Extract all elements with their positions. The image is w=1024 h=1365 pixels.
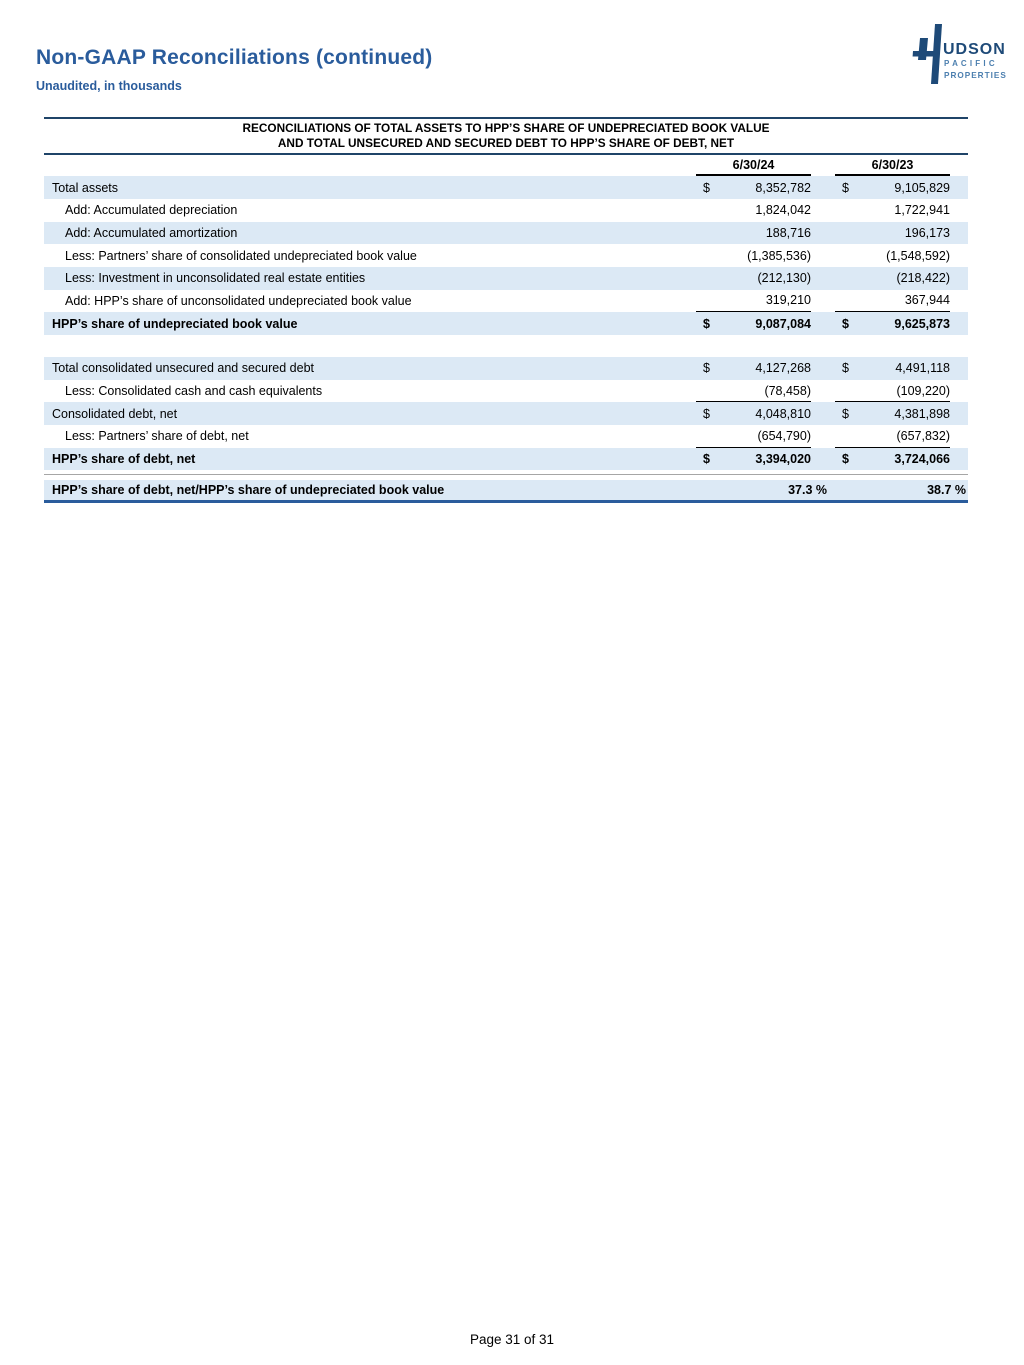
table-title-line1: RECONCILIATIONS OF TOTAL ASSETS TO HPP’S… <box>242 121 770 135</box>
table-row-hpp-share-debt-net-total: HPP’s share of debt, net $3,394,020 $3,7… <box>44 447 968 471</box>
row-label: HPP’s share of debt, net/HPP’s share of … <box>52 483 445 498</box>
row-label: Add: Accumulated depreciation <box>65 203 238 218</box>
value-2024: (212,130) <box>757 271 811 286</box>
ratio-2023: 38.7 % <box>927 483 966 498</box>
currency-symbol: $ <box>842 406 849 421</box>
currency-symbol: $ <box>703 452 710 467</box>
currency-symbol: $ <box>842 452 849 467</box>
company-logo: UDSON P A C I F I C PROPERTIES <box>908 22 1008 88</box>
value-2024: 4,127,268 <box>755 361 811 376</box>
value-2023: 3,724,066 <box>894 452 950 467</box>
table-row-accumulated-depreciation: Add: Accumulated depreciation 1,824,042 … <box>44 199 968 222</box>
value-2023: (218,422) <box>896 271 950 286</box>
table-row-total-consolidated-debt: Total consolidated unsecured and secured… <box>44 357 968 380</box>
value-2023: 367,944 <box>904 293 950 308</box>
document-header: Non-GAAP Reconciliations (continued) Una… <box>36 46 433 93</box>
ratio-2024: 37.3 % <box>788 483 827 498</box>
value-2024: 319,210 <box>765 293 811 308</box>
table-row-hpp-share-undepreciated-total: HPP’s share of undepreciated book value … <box>44 312 968 335</box>
row-label: Less: Partners’ share of consolidated un… <box>65 248 417 263</box>
currency-symbol: $ <box>842 180 849 195</box>
value-2023: (1,548,592) <box>886 248 950 263</box>
row-label: Total consolidated unsecured and secured… <box>52 361 314 376</box>
reconciliation-table: RECONCILIATIONS OF TOTAL ASSETS TO HPP’S… <box>44 117 968 504</box>
table-row-investment-unconsolidated: Less: Investment in unconsolidated real … <box>44 266 968 290</box>
table-row-accumulated-amortization: Add: Accumulated amortization 188,716 19… <box>44 221 968 245</box>
row-label: Consolidated debt, net <box>52 406 178 421</box>
value-2023: 4,381,898 <box>894 406 950 421</box>
row-label: Less: Partners’ share of debt, net <box>65 429 249 444</box>
value-2023: 4,491,118 <box>895 361 950 376</box>
column-header-spacer <box>44 155 696 176</box>
section-gap <box>44 335 968 357</box>
value-2024: 1,824,042 <box>755 203 811 218</box>
table-row-debt-to-book-value-ratio: HPP’s share of debt, net/HPP’s share of … <box>44 480 968 504</box>
page-number: Page 31 of 31 <box>469 1332 555 1347</box>
table-row-hpp-share-unconsolidated: Add: HPP’s share of unconsolidated undep… <box>44 290 968 313</box>
currency-symbol: $ <box>703 361 710 376</box>
value-2023: 196,173 <box>904 225 950 240</box>
value-2024: (78,458) <box>764 383 811 398</box>
table-row-consolidated-debt-net: Consolidated debt, net $4,048,810 $4,381… <box>44 402 968 426</box>
value-2024: (654,790) <box>757 428 811 443</box>
row-label: Add: HPP’s share of unconsolidated undep… <box>65 293 412 308</box>
value-2023: (657,832) <box>896 428 950 443</box>
currency-symbol: $ <box>703 180 710 195</box>
value-2023: 9,105,829 <box>894 180 950 195</box>
row-label: Less: Consolidated cash and cash equival… <box>65 384 323 399</box>
currency-symbol: $ <box>703 406 710 421</box>
currency-symbol: $ <box>842 361 849 376</box>
value-2024: 9,087,084 <box>755 316 811 331</box>
row-label: Total assets <box>52 180 119 195</box>
logo-word-hudson: UDSON <box>943 41 1006 58</box>
row-label: HPP’s share of debt, net <box>52 452 196 467</box>
currency-symbol: $ <box>703 316 710 331</box>
divider-rule <box>44 474 968 476</box>
logo-word-pacific: P A C I F I C <box>944 59 995 68</box>
currency-symbol: $ <box>842 316 849 331</box>
page-title: Non-GAAP Reconciliations (continued) <box>36 46 433 69</box>
column-header-2024: 6/30/24 <box>696 155 811 177</box>
value-2024: (1,385,536) <box>747 248 811 263</box>
value-2024: 8,352,782 <box>755 180 811 195</box>
column-header-row: 6/30/24 6/30/23 <box>44 155 968 177</box>
value-2023: 9,625,873 <box>894 316 950 331</box>
value-2023: (109,220) <box>896 383 950 398</box>
table-title-line2: AND TOTAL UNSECURED AND SECURED DEBT TO … <box>277 135 735 150</box>
row-label: Add: Accumulated amortization <box>65 225 238 240</box>
table-title: RECONCILIATIONS OF TOTAL ASSETS TO HPP’S… <box>44 117 968 156</box>
table-row-total-assets: Total assets $8,352,782 $9,105,829 <box>44 176 968 199</box>
table-row-partners-share-debt: Less: Partners’ share of debt, net (654,… <box>44 425 968 448</box>
value-2024: 188,716 <box>765 225 811 240</box>
column-header-2023: 6/30/23 <box>835 155 950 177</box>
value-2024: 3,394,020 <box>755 452 811 467</box>
logo-word-properties: PROPERTIES <box>944 71 1007 80</box>
value-2024: 4,048,810 <box>755 406 811 421</box>
row-label: HPP’s share of undepreciated book value <box>52 316 298 331</box>
page-subtitle: Unaudited, in thousands <box>36 79 182 93</box>
table-row-partners-share-consolidated: Less: Partners’ share of consolidated un… <box>44 244 968 267</box>
value-2023: 1,722,941 <box>894 203 950 218</box>
row-label: Less: Investment in unconsolidated real … <box>65 271 366 286</box>
table-row-consolidated-cash: Less: Consolidated cash and cash equival… <box>44 380 968 403</box>
hudson-pacific-logo-icon: UDSON P A C I F I C PROPERTIES <box>912 24 1007 84</box>
